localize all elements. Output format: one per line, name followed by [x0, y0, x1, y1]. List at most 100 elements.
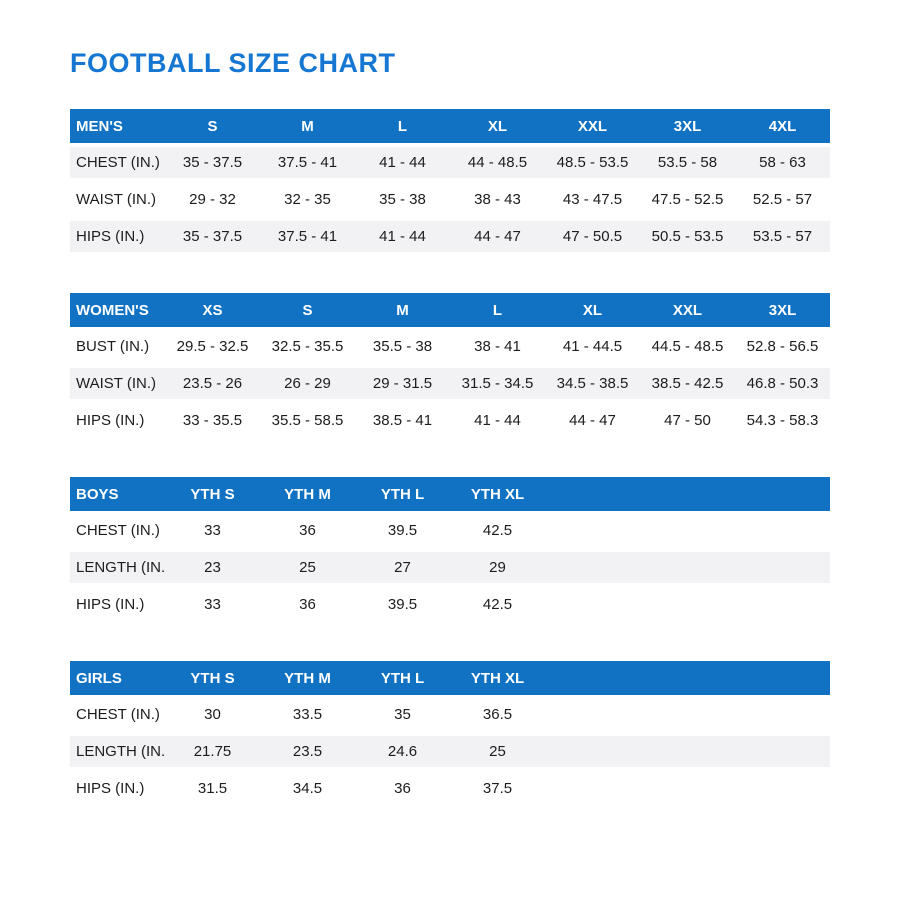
- row-label: LENGTH (IN.): [76, 743, 165, 760]
- size-value-cell: 44.5 - 48.5: [651, 338, 724, 355]
- size-value-cell: 47 - 50.5: [562, 228, 623, 245]
- mens-size-header-m: M: [301, 117, 314, 135]
- size-value-cell: 35 - 38: [379, 191, 426, 208]
- mens-header-row: MEN'S S M L XL XXL 3XL 4XL: [70, 109, 830, 143]
- mens-size-header-4xl: 4XL: [768, 117, 797, 135]
- size-value-cell: 35.5 - 58.5: [271, 412, 344, 429]
- size-value-cell: 29 - 32: [189, 191, 236, 208]
- girls-size-header-yth-m: YTH M: [284, 669, 331, 687]
- table-row: BUST (IN.) 29.5 - 32.5 32.5 - 35.5 35.5 - 3…: [70, 331, 830, 362]
- size-value-cell: 39.5: [387, 596, 418, 613]
- size-value-cell: 38.5 - 42.5: [651, 375, 724, 392]
- size-value-cell: 33.5: [292, 706, 323, 723]
- womens-header-row: WOMEN'S XS S M L XL XXL 3XL: [70, 293, 830, 327]
- boys-group-label: BOYS: [76, 485, 119, 503]
- size-value-cell: 42.5: [482, 522, 513, 539]
- size-value-cell: 53.5 - 58: [657, 154, 718, 171]
- womens-size-header-xl: XL: [582, 301, 603, 319]
- girls-size-header-yth-s: YTH S: [190, 669, 235, 687]
- mens-size-header-xl: XL: [487, 117, 508, 135]
- row-label: BUST (IN.): [76, 338, 150, 355]
- size-value-cell: 38 - 43: [474, 191, 521, 208]
- boys-header-row: BOYS YTH S YTH M YTH L YTH XL: [70, 477, 830, 511]
- size-value-cell: 52.5 - 57: [752, 191, 813, 208]
- size-value-cell: 35 - 37.5: [182, 228, 243, 245]
- size-value-cell: 33: [204, 522, 221, 539]
- table-row: HIPS (IN.) 35 - 37.5 37.5 - 41 41 - 44 44 - …: [70, 221, 830, 252]
- size-value-cell: 39.5: [387, 522, 418, 539]
- size-value-cell: 36: [299, 522, 316, 539]
- size-value-cell: 44 - 47: [474, 228, 521, 245]
- table-row: LENGTH (IN.) 21.75 23.5 24.6 25: [70, 736, 830, 767]
- row-label: HIPS (IN.): [76, 228, 145, 245]
- row-label: WAIST (IN.): [76, 375, 156, 392]
- mens-size-header-3xl: 3XL: [673, 117, 702, 135]
- page-title: FOOTBALL SIZE CHART: [70, 48, 396, 78]
- size-value-cell: 34.5 - 38.5: [556, 375, 629, 392]
- size-value-cell: 23.5 - 26: [182, 375, 243, 392]
- table-row: WAIST (IN.) 23.5 - 26 26 - 29 29 - 31.5 31.5…: [70, 368, 830, 399]
- womens-size-table: WOMEN'S XS S M L XL XXL 3XL BUST (IN.) 29.5 - 32.…: [70, 293, 830, 436]
- size-value-cell: 25: [299, 559, 316, 576]
- size-value-cell: 44 - 48.5: [467, 154, 528, 171]
- size-value-cell: 31.5: [197, 780, 228, 797]
- girls-size-table: GIRLS YTH S YTH M YTH L YTH XL CHEST (IN.) 30 3…: [70, 661, 830, 804]
- girls-size-header-yth-l: YTH L: [380, 669, 425, 687]
- boys-size-table: BOYS YTH S YTH M YTH L YTH XL CHEST (IN.) 33 36…: [70, 477, 830, 620]
- size-value-cell: 34.5: [292, 780, 323, 797]
- size-value-cell: 44 - 47: [569, 412, 616, 429]
- size-value-cell: 33: [204, 596, 221, 613]
- size-value-cell: 33 - 35.5: [182, 412, 243, 429]
- size-value-cell: 47.5 - 52.5: [651, 191, 724, 208]
- table-row: CHEST (IN.) 30 33.5 35 36.5: [70, 699, 830, 730]
- row-label: LENGTH (IN.): [76, 559, 165, 576]
- boys-size-header-yth-m: YTH M: [284, 485, 331, 503]
- size-value-cell: 23.5: [292, 743, 323, 760]
- row-label: HIPS (IN.): [76, 412, 145, 429]
- size-value-cell: 30: [204, 706, 221, 723]
- size-value-cell: 35 - 37.5: [182, 154, 243, 171]
- table-row: HIPS (IN.) 33 36 39.5 42.5: [70, 589, 830, 620]
- size-value-cell: 50.5 - 53.5: [651, 228, 724, 245]
- mens-size-header-l: L: [397, 117, 408, 135]
- size-value-cell: 31.5 - 34.5: [461, 375, 534, 392]
- table-row: WAIST (IN.) 29 - 32 32 - 35 35 - 38 38 - 43 4…: [70, 184, 830, 215]
- size-value-cell: 23: [204, 559, 221, 576]
- row-label: CHEST (IN.): [76, 706, 160, 723]
- size-chart-page: FOOTBALL SIZE CHART MEN'S S M L XL XXL 3XL 4XL C…: [70, 48, 830, 804]
- womens-size-header-s: S: [302, 301, 313, 319]
- row-label: HIPS (IN.): [76, 596, 145, 613]
- size-value-cell: 52.8 - 56.5: [746, 338, 819, 355]
- size-value-cell: 25: [489, 743, 506, 760]
- size-value-cell: 38 - 41: [474, 338, 521, 355]
- size-value-cell: 53.5 - 57: [752, 228, 813, 245]
- size-value-cell: 37.5 - 41: [277, 154, 338, 171]
- boys-size-header-yth-xl: YTH XL: [470, 485, 525, 503]
- table-row: HIPS (IN.) 33 - 35.5 35.5 - 58.5 38.5 - 41 4…: [70, 405, 830, 436]
- girls-size-header-yth-xl: YTH XL: [470, 669, 525, 687]
- row-label: WAIST (IN.): [76, 191, 156, 208]
- size-value-cell: 38.5 - 41: [372, 412, 433, 429]
- size-value-cell: 41 - 44: [379, 228, 426, 245]
- mens-size-header-s: S: [207, 117, 218, 135]
- size-value-cell: 32.5 - 35.5: [271, 338, 344, 355]
- girls-header-row: GIRLS YTH S YTH M YTH L YTH XL: [70, 661, 830, 695]
- size-value-cell: 46.8 - 50.3: [746, 375, 819, 392]
- row-label: CHEST (IN.): [76, 154, 160, 171]
- size-value-cell: 58 - 63: [759, 154, 806, 171]
- size-value-cell: 35: [394, 706, 411, 723]
- table-row: HIPS (IN.) 31.5 34.5 36 37.5: [70, 773, 830, 804]
- size-value-cell: 24.6: [387, 743, 418, 760]
- size-value-cell: 21.75: [193, 743, 232, 760]
- size-value-cell: 26 - 29: [284, 375, 331, 392]
- mens-size-header-xxl: XXL: [577, 117, 608, 135]
- size-value-cell: 36.5: [482, 706, 513, 723]
- mens-size-table: MEN'S S M L XL XXL 3XL 4XL CHEST (IN.) 35 - 37.5 3…: [70, 109, 830, 252]
- size-value-cell: 42.5: [482, 596, 513, 613]
- size-value-cell: 29 - 31.5: [372, 375, 433, 392]
- size-tables-container: MEN'S S M L XL XXL 3XL 4XL CHEST (IN.) 35 - 37.5 3…: [70, 109, 830, 804]
- womens-group-label: WOMEN'S: [76, 301, 149, 319]
- table-row: LENGTH (IN.) 23 25 27 29: [70, 552, 830, 583]
- womens-size-header-xs: XS: [202, 301, 223, 319]
- table-row: CHEST (IN.) 33 36 39.5 42.5: [70, 515, 830, 546]
